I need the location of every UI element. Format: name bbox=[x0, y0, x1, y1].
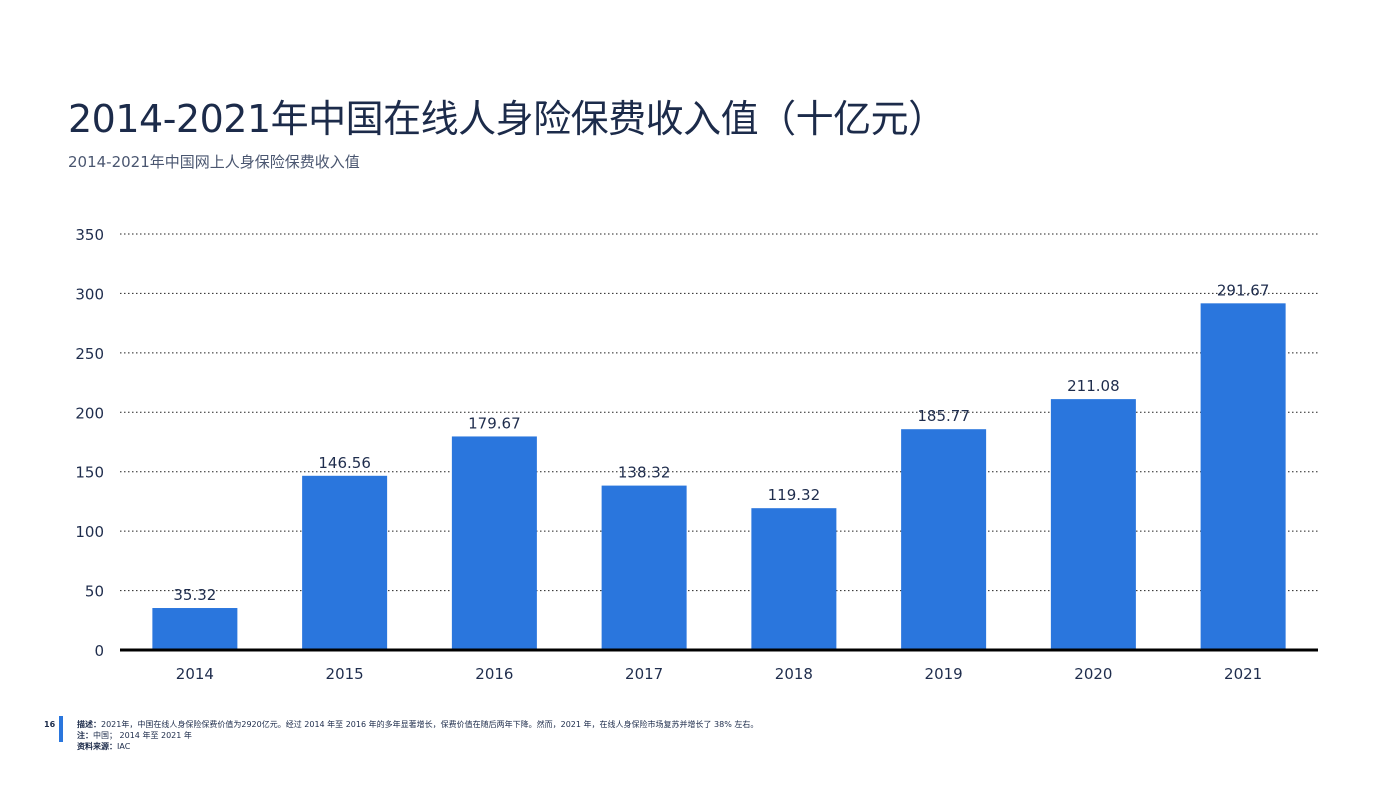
footer-description: 描述：2021年，中国在线人身保险保费价值为2920亿元。经过 2014 年至 … bbox=[77, 719, 758, 730]
source-label: 资料来源： bbox=[77, 742, 117, 751]
y-tick-label-7: 350 bbox=[75, 226, 104, 244]
note-label: 注： bbox=[77, 731, 93, 740]
data-label-2020: 211.08 bbox=[1067, 377, 1120, 395]
page-title: 2014-2021年中国在线人身险保费收入值（十亿元） bbox=[68, 97, 946, 141]
x-tick-label-2014: 2014 bbox=[176, 665, 214, 683]
bar-2018 bbox=[751, 508, 837, 650]
x-tick-label-2021: 2021 bbox=[1224, 665, 1262, 683]
y-tick-label-3: 150 bbox=[75, 464, 104, 482]
note-text: 中国； 2014 年至 2021 年 bbox=[93, 731, 192, 740]
grid-lines bbox=[120, 233, 1318, 592]
y-tick-label-0: 0 bbox=[94, 642, 104, 660]
bars bbox=[152, 303, 1286, 650]
x-tick-label-2015: 2015 bbox=[326, 665, 364, 683]
footer-source: 资料来源：IAC bbox=[77, 741, 758, 752]
y-tick-label-4: 200 bbox=[75, 404, 104, 422]
x-tick-label-2019: 2019 bbox=[925, 665, 963, 683]
data-label-2015: 146.56 bbox=[318, 454, 371, 472]
data-label-2018: 119.32 bbox=[768, 486, 821, 504]
x-tick-label-2016: 2016 bbox=[475, 665, 513, 683]
bar-2017 bbox=[601, 485, 687, 650]
data-label-2017: 138.32 bbox=[618, 464, 671, 482]
page-subtitle: 2014-2021年中国网上人身保险保费收入值 bbox=[68, 153, 360, 171]
bar-2021 bbox=[1200, 303, 1286, 650]
source-text: IAC bbox=[117, 742, 131, 751]
y-tick-label-1: 50 bbox=[85, 583, 104, 601]
y-tick-label-2: 100 bbox=[75, 523, 104, 541]
y-axis-ticks: 0 50 100 150 200 250 300 350 bbox=[75, 226, 104, 660]
page-number: 16 bbox=[44, 720, 56, 729]
page-accent-bar bbox=[59, 716, 63, 742]
footer-note: 注：中国； 2014 年至 2021 年 bbox=[77, 730, 758, 741]
data-label-2016: 179.67 bbox=[468, 414, 521, 432]
bar-2016 bbox=[451, 436, 537, 650]
y-tick-label-5: 250 bbox=[75, 345, 104, 363]
description-text: 2021年，中国在线人身保险保费价值为2920亿元。经过 2014 年至 201… bbox=[101, 720, 759, 729]
x-tick-label-2017: 2017 bbox=[625, 665, 663, 683]
bar-2020 bbox=[1050, 399, 1136, 650]
x-tick-label-2018: 2018 bbox=[775, 665, 813, 683]
data-label-2019: 185.77 bbox=[917, 407, 970, 425]
data-labels: 35.32 146.56 179.67 138.32 119.32 185.77 211.0… bbox=[173, 281, 1269, 604]
data-label-2021: 291.67 bbox=[1217, 281, 1270, 299]
footer-notes: 描述：2021年，中国在线人身保险保费价值为2920亿元。经过 2014 年至 … bbox=[77, 719, 758, 752]
bar-2014 bbox=[152, 608, 238, 650]
y-tick-label-6: 300 bbox=[75, 285, 104, 303]
x-tick-label-2020: 2020 bbox=[1074, 665, 1112, 683]
footer: 16 描述：2021年，中国在线人身保险保费价值为2920亿元。经过 2014 … bbox=[0, 716, 1400, 766]
bar-2015 bbox=[302, 475, 388, 650]
data-label-2014: 35.32 bbox=[173, 586, 216, 604]
description-label: 描述： bbox=[77, 720, 101, 729]
bar-2019 bbox=[901, 429, 987, 650]
x-axis-ticks: 2014 2015 2016 2017 2018 2019 2020 2021 bbox=[176, 665, 1262, 683]
